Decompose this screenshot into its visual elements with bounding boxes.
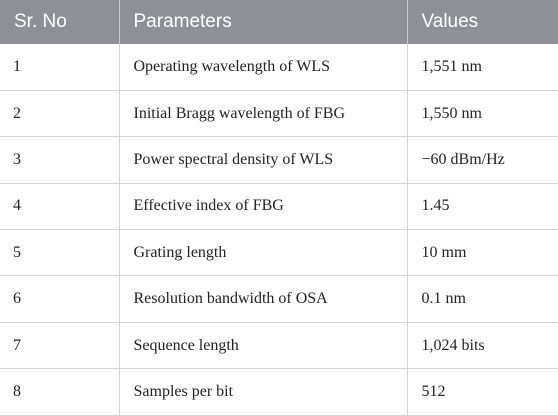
value-cell: 1,024 bits: [407, 322, 558, 370]
parameter-cell: Operating wavelength of WLS: [119, 44, 408, 91]
sr-no-cell: 8: [0, 368, 120, 416]
header-values: Values: [421, 11, 479, 32]
table-header: Sr. No Parameters Values: [0, 0, 558, 44]
sr-no-cell: 6: [0, 275, 120, 323]
table-row: 2 Initial Bragg wavelength of FBG 1,550 …: [0, 90, 558, 138]
table-row: 6 Resolution bandwidth of OSA 0.1 nm: [0, 275, 558, 323]
parameter-cell: Samples per bit: [119, 368, 408, 416]
table-row: 3 Power spectral density of WLS −60 dBm/…: [0, 136, 558, 184]
value-cell: 1,550 nm: [407, 90, 558, 138]
sr-no-cell: 3: [0, 136, 120, 184]
table-row: 4 Effective index of FBG 1.45: [0, 183, 558, 231]
value-cell: 1,551 nm: [407, 44, 558, 91]
sr-no-cell: 7: [0, 322, 120, 370]
parameter-cell: Power spectral density of WLS: [119, 136, 408, 184]
sr-no-cell: 4: [0, 183, 120, 231]
parameter-cell: Sequence length: [119, 322, 408, 370]
parameter-cell: Effective index of FBG: [119, 183, 408, 231]
value-cell: −60 dBm/Hz: [407, 136, 558, 184]
table-row: 5 Grating length 10 mm: [0, 229, 558, 277]
value-cell: 1.45: [407, 183, 558, 231]
value-cell: 0.1 nm: [407, 275, 558, 323]
table-row: 8 Samples per bit 512: [0, 368, 558, 416]
parameter-cell: Grating length: [119, 229, 408, 277]
header-sr-no: Sr. No: [0, 0, 120, 44]
table-row: 1 Operating wavelength of WLS 1,551 nm: [0, 44, 558, 91]
sr-no-cell: 1: [0, 44, 120, 91]
parameter-cell: Initial Bragg wavelength of FBG: [119, 90, 408, 138]
value-cell: 10 mm: [407, 229, 558, 277]
table-body: 1 Operating wavelength of WLS 1,551 nm 2…: [0, 44, 558, 416]
header-row: Sr. No Parameters Values: [0, 0, 558, 44]
header-parameters: Parameters: [119, 0, 408, 44]
table-row: 7 Sequence length 1,024 bits: [0, 322, 558, 370]
sr-no-cell: 5: [0, 229, 120, 277]
parameter-cell: Resolution bandwidth of OSA: [119, 275, 408, 323]
value-cell: 512: [407, 368, 558, 416]
sr-no-cell: 2: [0, 90, 120, 138]
